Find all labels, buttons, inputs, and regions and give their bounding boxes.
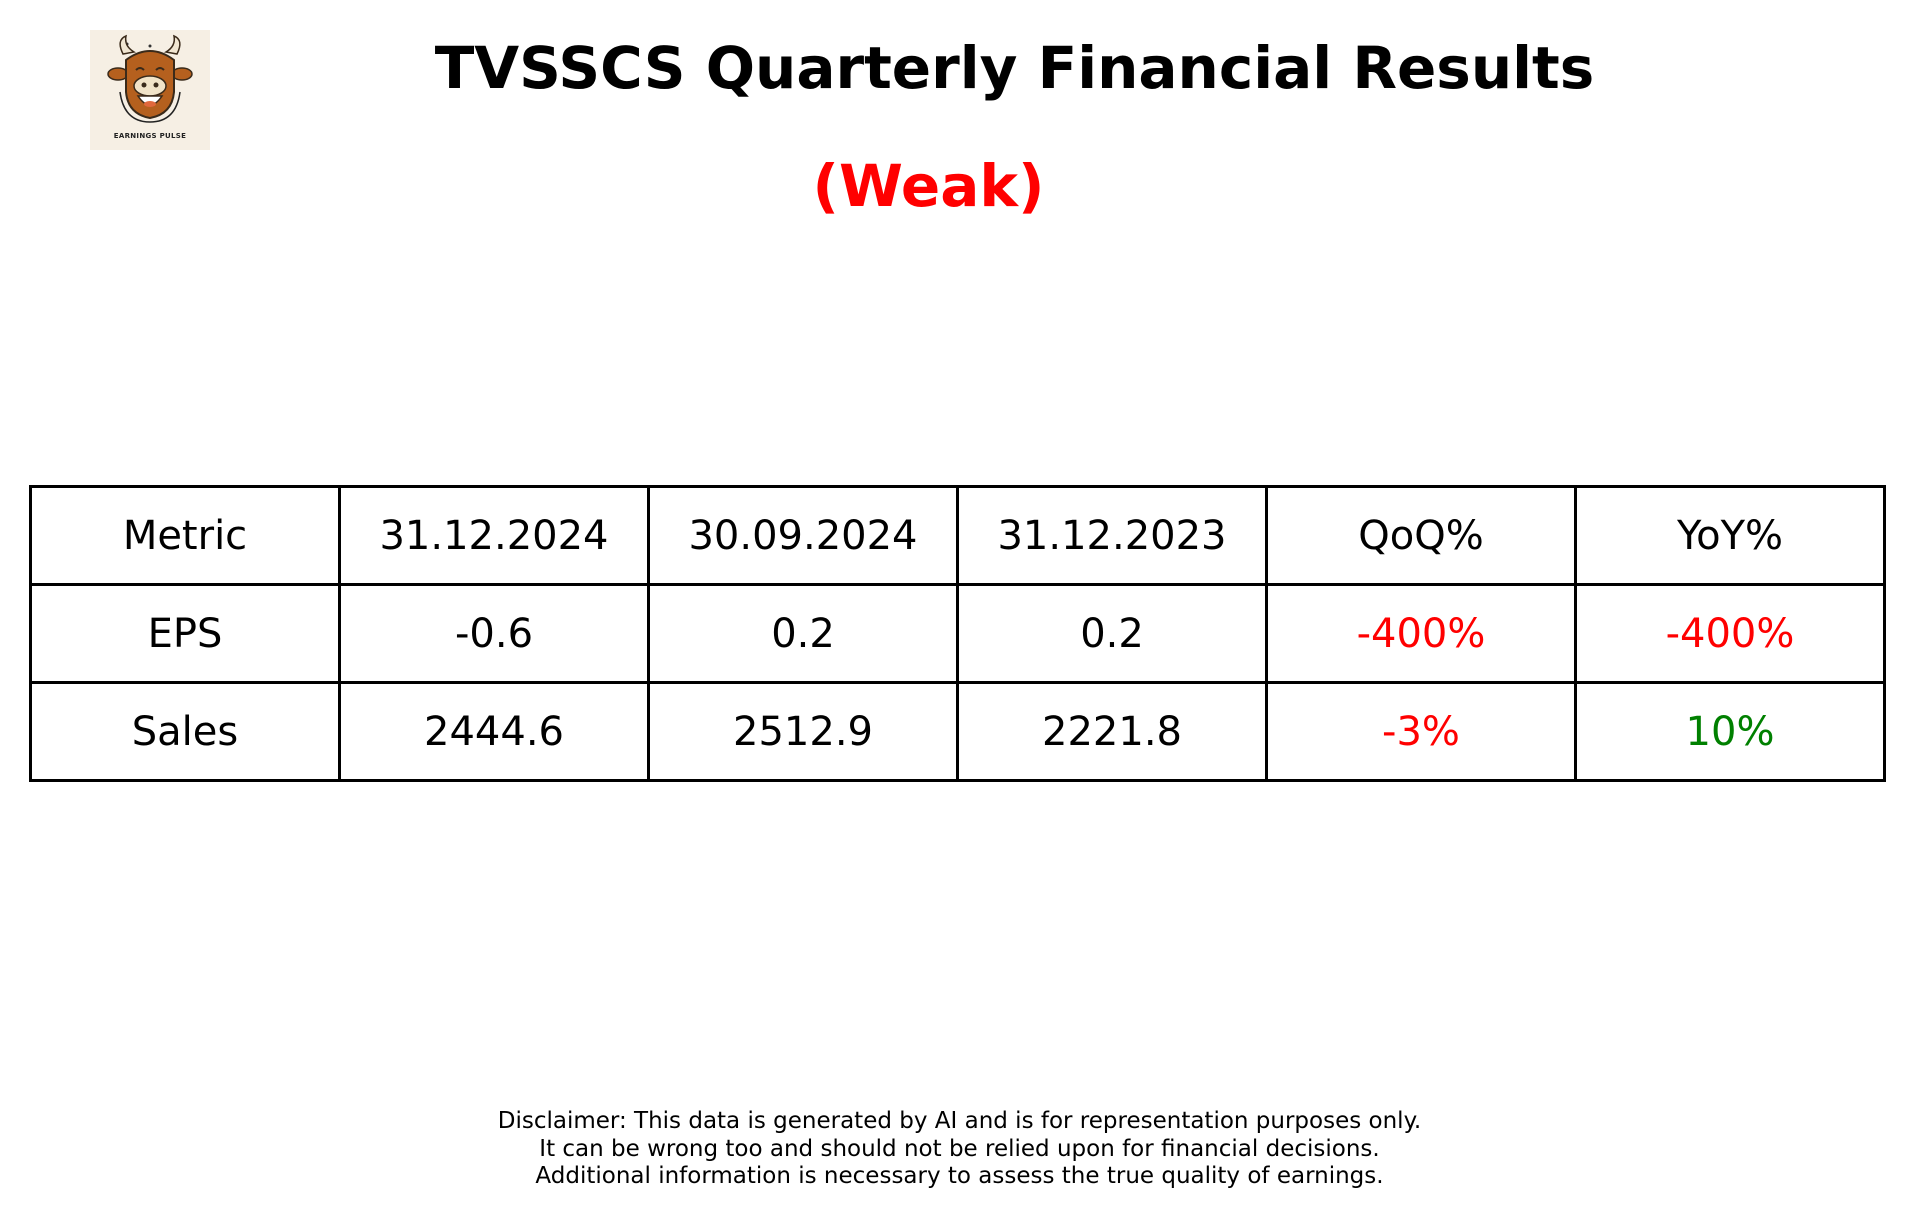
metric-label: EPS	[29, 583, 341, 684]
value-cell: 2512.9	[647, 681, 959, 782]
disclaimer: Disclaimer: This data is generated by AI…	[0, 1108, 1919, 1191]
results-verdict: (Weak)	[812, 152, 1045, 220]
header-metric: Metric	[29, 485, 341, 586]
value-cell: 0.2	[956, 583, 1268, 684]
yoy-change: -400%	[1574, 583, 1886, 684]
header-quarter-1: 31.12.2024	[338, 485, 650, 586]
yoy-change: 10%	[1574, 681, 1886, 782]
value-cell: 2221.8	[956, 681, 1268, 782]
disclaimer-line: Disclaimer: This data is generated by AI…	[497, 1108, 1422, 1134]
metric-label: Sales	[29, 681, 341, 782]
header-quarter-2: 30.09.2024	[647, 485, 959, 586]
header-yoy: YoY%	[1574, 485, 1886, 586]
value-cell: -0.6	[338, 583, 650, 684]
qoq-change: -400%	[1265, 583, 1577, 684]
header-qoq: QoQ%	[1265, 485, 1577, 586]
financial-results-table: Metric 31.12.2024 30.09.2024 31.12.2023 …	[29, 485, 1886, 782]
table-row: EPS -0.6 0.2 0.2 -400% -400%	[29, 583, 1886, 684]
page-title: TVSSCS Quarterly Financial Results	[434, 34, 1595, 102]
earnings-pulse-logo: EARNINGS PULSE	[90, 30, 210, 150]
qoq-change: -3%	[1265, 681, 1577, 782]
table-row: Sales 2444.6 2512.9 2221.8 -3% 10%	[29, 681, 1886, 782]
header-quarter-3: 31.12.2023	[956, 485, 1268, 586]
disclaimer-line: Additional information is necessary to a…	[535, 1163, 1384, 1189]
disclaimer-line: It can be wrong too and should not be re…	[539, 1135, 1380, 1162]
value-cell: 2444.6	[338, 681, 650, 782]
value-cell: 0.2	[647, 583, 959, 684]
logo-text: EARNINGS PULSE	[113, 132, 187, 140]
table-header-row: Metric 31.12.2024 30.09.2024 31.12.2023 …	[29, 485, 1886, 586]
bull-face-icon	[107, 34, 193, 123]
